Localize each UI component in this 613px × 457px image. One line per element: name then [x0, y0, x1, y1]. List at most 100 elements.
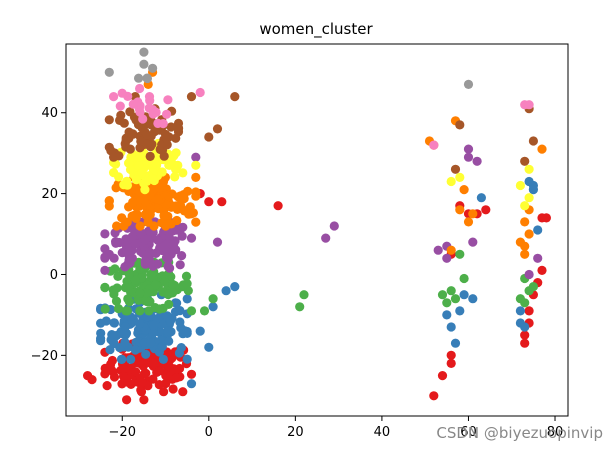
data-point-yellow: [131, 175, 141, 185]
points-layer: [83, 47, 552, 405]
data-point-purple: [172, 225, 182, 235]
data-point-blue: [230, 282, 240, 292]
data-point-pink: [145, 96, 155, 106]
data-point-blue: [442, 310, 452, 320]
data-point-blue: [524, 176, 534, 187]
data-point-red: [87, 375, 97, 385]
data-point-orange: [178, 193, 188, 203]
data-point-green: [141, 295, 151, 305]
data-point-brown: [162, 140, 172, 150]
data-point-brown: [125, 107, 135, 117]
data-point-purple: [171, 245, 181, 255]
data-point-green: [455, 249, 465, 259]
data-point-purple: [321, 233, 331, 243]
data-point-grey: [134, 73, 144, 83]
data-point-green: [113, 304, 124, 314]
data-point-yellow: [191, 160, 201, 170]
data-point-orange: [135, 221, 145, 231]
data-point-green: [134, 295, 144, 305]
data-point-red: [520, 330, 530, 340]
data-point-pink: [195, 87, 205, 98]
data-point-orange: [141, 209, 151, 219]
data-point-yellow: [122, 180, 132, 190]
data-point-pink: [158, 119, 168, 129]
data-point-blue: [109, 318, 120, 328]
x-tick-label: 40: [374, 425, 391, 440]
data-point-yellow: [148, 174, 158, 184]
data-point-pink: [135, 83, 145, 94]
data-point-orange: [524, 229, 534, 239]
data-point-grey: [139, 47, 149, 57]
data-point-yellow: [109, 168, 119, 178]
data-point-red: [118, 371, 129, 381]
data-point-purple: [177, 251, 187, 261]
data-point-green: [130, 275, 140, 285]
data-point-blue: [130, 345, 140, 355]
data-point-pink: [151, 107, 161, 117]
data-point-green: [135, 306, 145, 316]
data-point-brown: [520, 156, 530, 166]
data-point-blue: [141, 349, 151, 359]
data-point-purple: [212, 237, 223, 247]
data-point-purple: [104, 249, 114, 259]
data-point-red: [186, 369, 197, 379]
data-point-red: [148, 374, 158, 384]
data-point-pink: [429, 140, 439, 150]
data-point-purple: [472, 156, 482, 166]
data-point-brown: [159, 151, 169, 161]
y-tick-label: −20: [31, 349, 58, 364]
data-point-green: [437, 290, 448, 300]
data-point-blue: [148, 320, 159, 330]
data-point-purple: [329, 221, 339, 231]
data-point-pink: [138, 114, 148, 124]
data-point-red: [204, 197, 214, 207]
data-point-red: [446, 350, 456, 360]
data-point-orange: [183, 186, 193, 196]
data-point-red: [520, 338, 530, 348]
data-point-green: [141, 288, 151, 298]
data-point-green: [199, 306, 210, 316]
data-point-green: [109, 289, 119, 299]
data-point-yellow: [140, 185, 150, 195]
data-point-red: [168, 384, 178, 394]
data-point-green: [295, 302, 305, 312]
data-point-orange: [515, 237, 526, 247]
data-point-purple: [151, 248, 161, 258]
data-point-blue: [153, 313, 163, 324]
data-point-red: [429, 391, 439, 401]
data-point-yellow: [134, 161, 144, 171]
data-point-brown: [204, 132, 214, 142]
data-point-blue: [520, 322, 530, 332]
data-point-red: [171, 373, 181, 383]
data-point-green: [181, 271, 192, 281]
data-point-red: [164, 361, 174, 371]
data-point-orange: [468, 209, 478, 219]
data-point-orange: [520, 249, 530, 259]
data-point-red: [136, 385, 146, 395]
data-point-green: [168, 279, 178, 289]
data-point-blue: [446, 322, 456, 332]
data-point-yellow: [135, 151, 145, 161]
data-point-orange: [191, 172, 201, 182]
data-point-orange: [143, 217, 153, 227]
data-point-brown: [212, 124, 223, 134]
data-point-green: [113, 271, 123, 281]
data-point-yellow: [171, 148, 181, 158]
data-point-green: [100, 283, 110, 293]
data-point-brown: [173, 123, 184, 133]
data-point-pink: [162, 109, 172, 119]
data-point-blue: [175, 306, 185, 316]
data-point-purple: [124, 255, 134, 265]
data-point-purple: [114, 237, 124, 248]
data-point-blue: [221, 286, 231, 296]
data-point-orange: [463, 217, 474, 227]
data-point-green: [446, 286, 456, 296]
data-point-red: [167, 353, 177, 363]
data-point-green: [208, 294, 218, 304]
data-point-orange: [446, 245, 456, 255]
data-point-brown: [142, 139, 152, 149]
data-point-purple: [164, 232, 174, 242]
data-point-grey: [104, 67, 114, 77]
x-axis: −20 0 20 40 60 80: [109, 416, 563, 440]
